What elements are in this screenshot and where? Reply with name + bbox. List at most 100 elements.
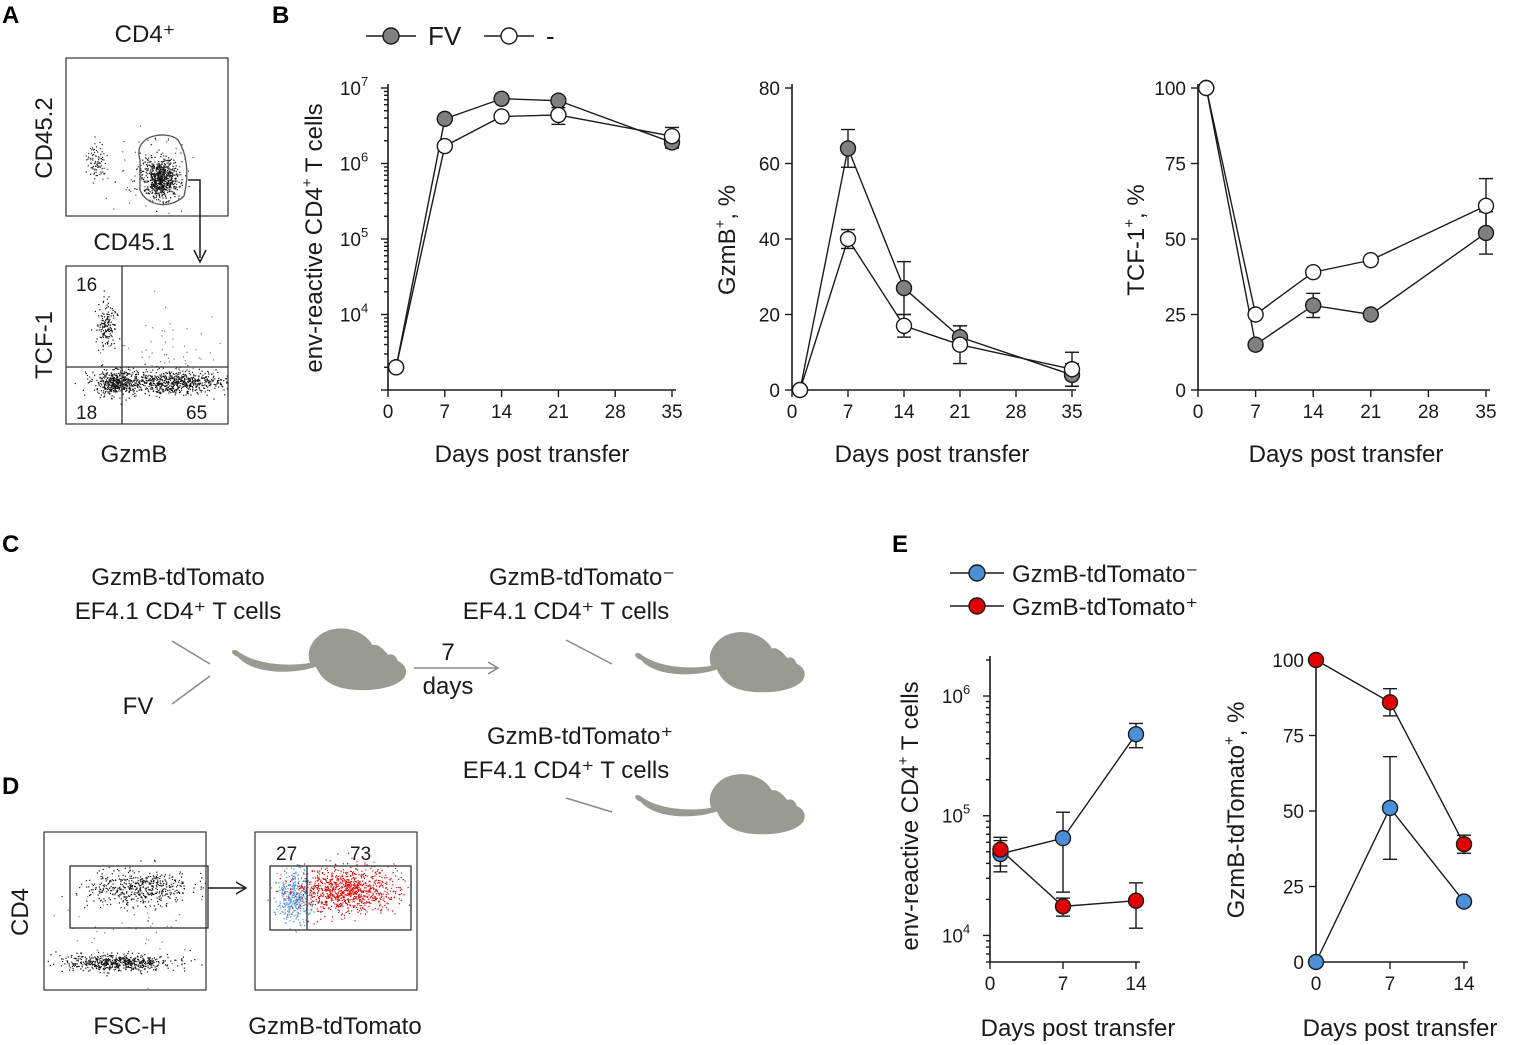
flow-dot [189, 379, 192, 381]
flow-dot [171, 371, 173, 373]
flow-dot [108, 315, 110, 318]
flow-dot [141, 973, 143, 975]
flow-dot [274, 914, 276, 916]
flow-dot [130, 961, 132, 963]
flow-dot [47, 960, 49, 962]
flow-dot [283, 889, 285, 891]
flow-dot [320, 911, 322, 913]
flow-dot [162, 890, 164, 893]
flow-dot [150, 173, 152, 175]
flow-dot [96, 163, 98, 165]
flow-dot [167, 181, 169, 183]
flow-dot [177, 386, 179, 388]
flow-dot [304, 892, 306, 894]
flow-dot [351, 884, 353, 886]
flow-dot [150, 925, 152, 927]
flow-dot [303, 921, 305, 923]
flow-dot [207, 380, 209, 382]
flow-dot [106, 329, 108, 331]
flow-dot [126, 385, 128, 387]
flow-dot [95, 171, 97, 173]
flow-dot [156, 382, 158, 385]
flow-dot [292, 907, 294, 909]
flow-dot [175, 183, 178, 185]
flow-dot [95, 146, 98, 148]
flow-dot [181, 181, 183, 184]
flow-dot [166, 173, 168, 175]
flow-dot [160, 899, 162, 901]
flow-dot [137, 880, 139, 882]
flow-dot [371, 895, 373, 897]
flow-dot [167, 168, 169, 170]
flow-dot [176, 383, 178, 385]
flow-dot [169, 159, 171, 161]
flow-dot [100, 966, 102, 968]
flow-dot [176, 382, 178, 384]
flow-dot [147, 920, 149, 922]
flow-dot [192, 388, 194, 391]
flow-dot [89, 879, 91, 881]
flow-dot [148, 391, 150, 393]
flow-dot [155, 183, 157, 185]
flow-dot [160, 171, 162, 173]
flow-dot [105, 337, 107, 339]
flow-dot [152, 923, 154, 925]
flow-dot [103, 390, 105, 392]
flow-dot [169, 176, 171, 178]
flow-dot [159, 885, 161, 887]
flow-dot [111, 952, 113, 954]
flow-dot [295, 873, 297, 875]
flow-dot [131, 952, 133, 954]
data-point [1127, 725, 1145, 743]
x-tick-label: 28 [1418, 402, 1439, 423]
flow-dot [144, 881, 146, 883]
flow-dot [125, 903, 128, 906]
flow-dot [158, 195, 160, 197]
flow-dot [74, 964, 76, 966]
flow-dot [355, 897, 357, 899]
flow-dot [159, 905, 162, 907]
flow-dot [169, 886, 172, 888]
flow-dot [151, 185, 153, 187]
flow-dot [110, 329, 112, 331]
flow-dot [147, 159, 149, 161]
flow-dot [296, 888, 298, 890]
flow-dot [101, 380, 103, 382]
flow-dot [141, 356, 143, 358]
flow-dot [138, 952, 140, 954]
flow-dot [129, 962, 131, 964]
flow-dot [366, 864, 368, 866]
flow-dot [102, 156, 104, 158]
flow-dot [121, 922, 123, 924]
flow-dot [164, 890, 167, 892]
flow-dot [309, 902, 311, 904]
flow-dot [100, 382, 102, 385]
flow-dot [288, 903, 290, 905]
flow-dot [158, 199, 160, 201]
flow-dot [173, 893, 175, 895]
flow-dot [211, 316, 213, 318]
flow-dot [168, 382, 170, 384]
flow-dot [361, 902, 363, 904]
flow-dot [115, 376, 117, 378]
flow-dot [165, 175, 167, 177]
flow-dot [346, 888, 348, 890]
flow-dot [111, 331, 113, 333]
flow-dot [177, 376, 179, 378]
flow-dot [145, 164, 148, 166]
flow-dot [99, 900, 102, 902]
flow-dot [152, 388, 154, 390]
flow-dot [316, 884, 318, 886]
flow-dot [172, 969, 174, 971]
flow-dot [67, 956, 69, 958]
flow-dot [109, 960, 111, 962]
flow-dot [176, 180, 178, 182]
flow-dot [118, 963, 120, 965]
flow-dot [136, 168, 138, 170]
flow-dot [102, 876, 104, 878]
flow-dot [105, 381, 107, 383]
flow-dots-cd45 [85, 125, 201, 214]
flow-dot [149, 967, 151, 970]
flow-dot [180, 387, 183, 389]
